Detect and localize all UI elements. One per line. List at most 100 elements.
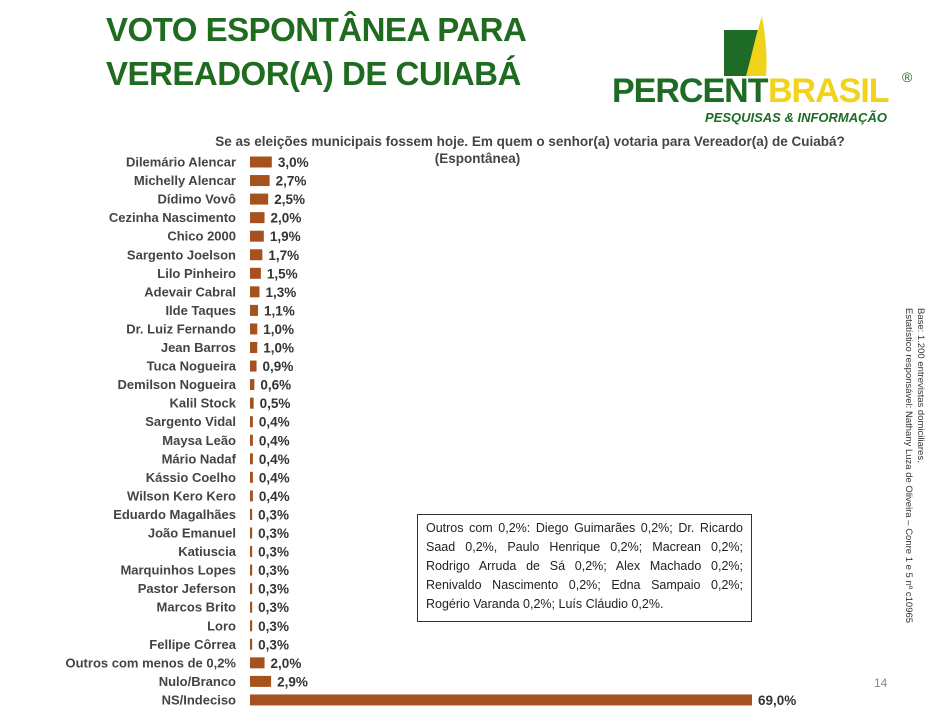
bar [250, 156, 272, 168]
category-label: Demilson Nogueira [118, 377, 237, 392]
chart-question: Se as eleições municipais fossem hoje. E… [130, 133, 930, 167]
value-label: 2,7% [276, 174, 307, 189]
value-label: 0,4% [259, 433, 290, 448]
value-label: 0,3% [258, 637, 289, 652]
bar [250, 601, 253, 613]
bar [250, 249, 263, 261]
category-label: Dr. Luiz Fernando [126, 321, 236, 336]
bar [250, 434, 253, 446]
logo-flag-yellow [746, 16, 767, 76]
category-label: Kalil Stock [170, 396, 237, 411]
category-label: Loro [207, 618, 236, 633]
value-label: 0,4% [259, 489, 290, 504]
value-label: 1,1% [264, 303, 295, 318]
value-label: 1,5% [267, 266, 298, 281]
category-label: Sargento Vidal [145, 414, 236, 429]
category-label: Tuca Nogueira [147, 359, 237, 374]
others-box: Outros com 0,2%: Diego Guimarães 0,2%; D… [417, 514, 752, 622]
category-label: Pastor Jeferson [138, 581, 236, 596]
logo-tagline: PESQUISAS & INFORMAÇÃO [705, 110, 887, 125]
value-label: 0,3% [258, 545, 289, 560]
category-label: Nulo/Branco [159, 674, 236, 689]
category-label: Marcos Brito [157, 600, 237, 615]
category-label: Adevair Cabral [144, 284, 236, 299]
value-label: 2,9% [277, 674, 308, 689]
category-label: Michelly Alencar [134, 173, 236, 188]
value-label: 1,7% [268, 248, 299, 263]
bar [250, 583, 253, 595]
value-label: 0,9% [263, 359, 294, 374]
value-label: 1,0% [263, 341, 294, 356]
value-label: 0,6% [260, 378, 291, 393]
question-line-2: (Espontânea) [434, 151, 521, 166]
bar-chart: Dilemário Alencar 3,0% Michelly Alencar 2,7… [66, 155, 797, 708]
value-label: 1,9% [270, 229, 301, 244]
logo-percent: PERCENT [612, 72, 769, 110]
bar [250, 230, 264, 242]
value-label: 69,0% [758, 693, 796, 708]
bar [250, 212, 265, 224]
bar [250, 379, 255, 391]
bar [250, 416, 253, 428]
bar [250, 323, 258, 335]
bar [250, 360, 257, 372]
bar [250, 694, 752, 706]
bar [250, 304, 259, 316]
category-label: Jean Barros [161, 340, 236, 355]
value-label: 0,3% [258, 563, 289, 578]
category-label: Chico 2000 [167, 229, 236, 244]
value-label: 0,3% [258, 600, 289, 615]
bar [250, 267, 261, 279]
category-label: NS/Indeciso [162, 692, 236, 707]
category-label: Cezinha Nascimento [109, 210, 236, 225]
bar [250, 397, 254, 409]
page-title: VOTO ESPONTÂNEA PARA VEREADOR(A) DE CUIA… [106, 8, 527, 96]
bar [250, 286, 260, 298]
value-label: 0,5% [260, 396, 291, 411]
category-label: Wilson Kero Kero [127, 488, 236, 503]
category-label: Katiuscia [178, 544, 237, 559]
bar [250, 490, 253, 502]
category-label: Kássio Coelho [146, 470, 236, 485]
bar [250, 471, 253, 483]
category-label: Dilemário Alencar [126, 155, 236, 170]
title-line-1: VOTO ESPONTÂNEA PARA [106, 11, 527, 48]
category-label: Mário Nadaf [162, 451, 237, 466]
bar [250, 453, 253, 465]
value-label: 2,5% [274, 192, 305, 207]
page-number: 14 [874, 676, 888, 690]
bar [250, 508, 253, 520]
bar [250, 193, 269, 205]
value-label: 0,4% [259, 452, 290, 467]
value-label: 3,0% [278, 155, 309, 170]
value-label: 1,0% [263, 322, 294, 337]
bar [250, 620, 253, 632]
bar [250, 342, 258, 353]
value-label: 2,0% [271, 656, 302, 671]
value-label: 0,4% [259, 415, 290, 430]
question-line-1: Se as eleições municipais fossem hoje. E… [215, 134, 845, 149]
category-label: Dídimo Vovô [158, 192, 237, 207]
value-label: 0,4% [259, 470, 290, 485]
category-label: João Emanuel [148, 526, 236, 541]
value-label: 1,3% [265, 285, 296, 300]
title-line-2: VEREADOR(A) DE CUIABÁ [106, 55, 521, 92]
category-label: Fellipe Côrrea [149, 637, 236, 652]
category-label: Maysa Leão [162, 433, 236, 448]
bar [250, 638, 253, 650]
value-label: 0,3% [258, 619, 289, 634]
value-label: 0,3% [258, 526, 289, 541]
category-label: Sargento Joelson [127, 247, 236, 262]
bar [250, 175, 270, 187]
bar [250, 564, 253, 576]
value-label: 2,0% [271, 211, 302, 226]
value-label: 0,3% [258, 582, 289, 597]
bar [250, 675, 272, 687]
bar [250, 657, 265, 669]
category-label: Outros com menos de 0,2% [66, 655, 237, 670]
bar [250, 527, 253, 539]
category-label: Marquinhos Lopes [120, 563, 236, 578]
percentbrasil-logo: PERCENT BRASIL ® PESQUISAS & INFORMAÇÃO [612, 16, 913, 125]
bar [250, 546, 253, 558]
value-label: 0,3% [258, 507, 289, 522]
